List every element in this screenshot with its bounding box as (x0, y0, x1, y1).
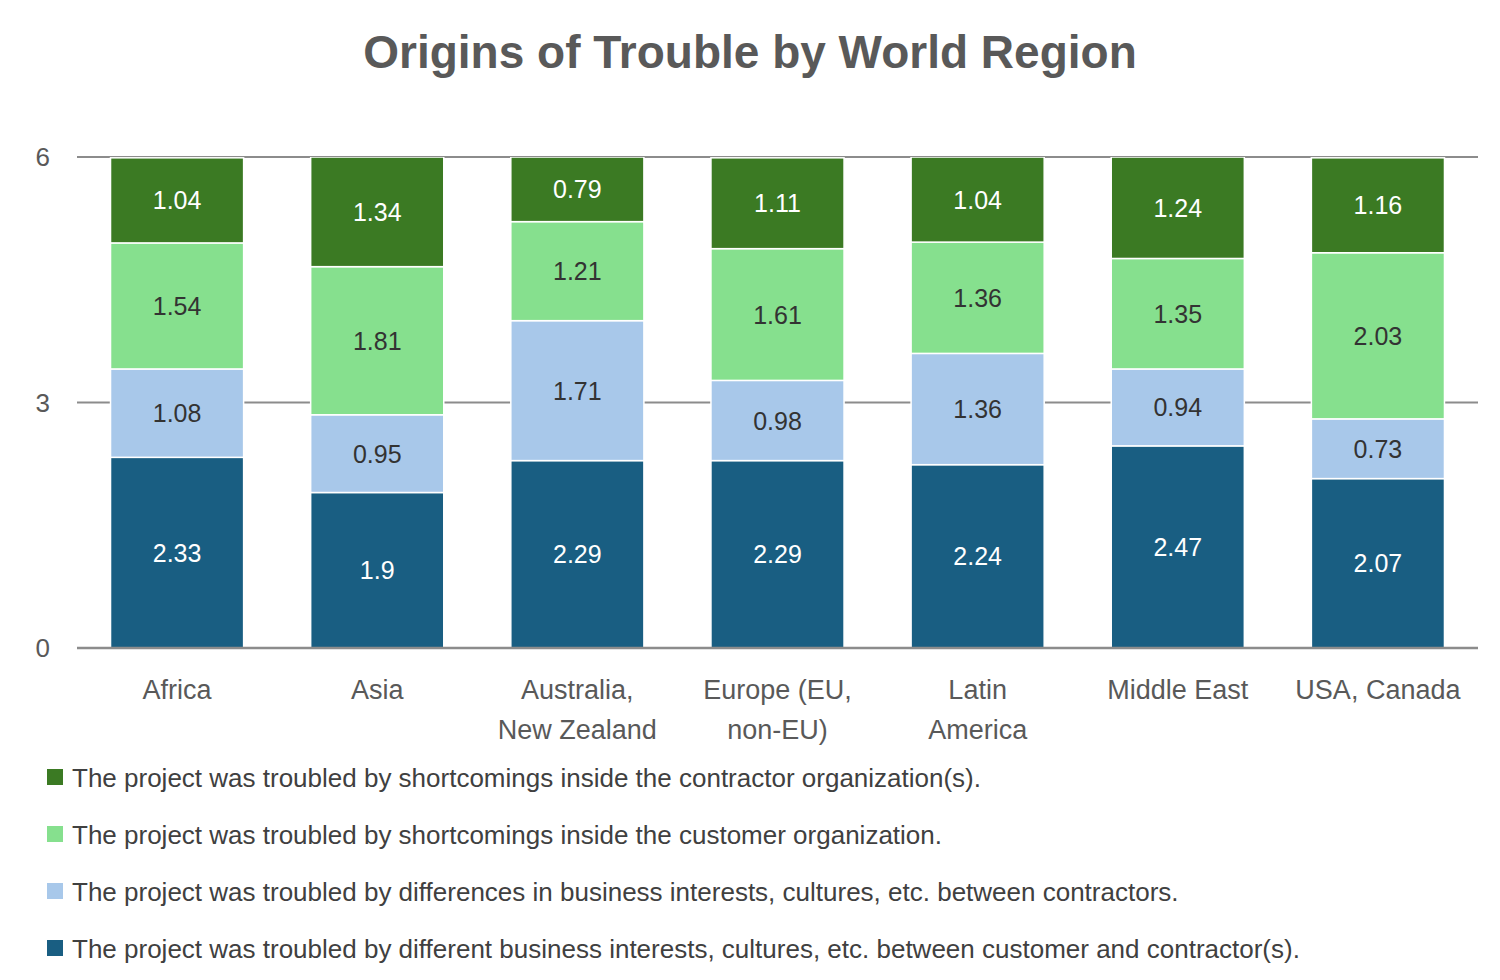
data-label: 0.98 (753, 407, 802, 435)
x-tick-label-line: USA, Canada (1295, 675, 1461, 705)
x-tick-label: Latin America (928, 675, 1028, 745)
data-label: 2.03 (1354, 322, 1403, 350)
bar-segment (911, 465, 1044, 648)
bar-segment (711, 380, 844, 460)
data-label: 1.35 (1153, 300, 1202, 328)
data-label: 1.81 (353, 327, 402, 355)
legend-swatch (47, 883, 63, 899)
legend: The project was troubled by shortcomings… (47, 763, 1300, 964)
bar-segment (711, 158, 844, 249)
bar-segment (1311, 419, 1444, 479)
x-tick-label-line: Asia (351, 675, 405, 705)
bar-segment (511, 321, 644, 461)
bar-segment (911, 353, 1044, 464)
x-tick-label-line: Europe (EU, (703, 675, 852, 705)
data-label: 0.94 (1153, 393, 1202, 421)
x-tick-label-line: Middle East (1107, 675, 1249, 705)
legend-swatch (47, 826, 63, 842)
data-label: 1.11 (754, 189, 801, 217)
data-label: 2.33 (153, 539, 202, 567)
data-label: 2.29 (553, 540, 602, 568)
bar-segment (1311, 479, 1444, 648)
data-label: 1.36 (953, 284, 1002, 312)
bar-segment (911, 157, 1044, 242)
data-label: 1.71 (553, 377, 602, 405)
data-label: 0.73 (1354, 435, 1403, 463)
y-tick-label: 3 (36, 388, 50, 418)
bar-segment (111, 369, 244, 457)
bar-segment (311, 157, 444, 267)
data-label: 0.79 (553, 175, 602, 203)
data-label: 0.95 (353, 440, 402, 468)
grid (77, 157, 1478, 648)
data-label: 1.61 (753, 301, 802, 329)
bar-segment (511, 222, 644, 321)
bar-segment (111, 457, 244, 648)
x-axis-line (77, 647, 1478, 650)
legend-label: The project was troubled by shortcomings… (72, 820, 942, 850)
data-label: 2.29 (753, 540, 802, 568)
legend-label: The project was troubled by shortcomings… (72, 763, 981, 793)
x-tick-label-line: America (928, 715, 1028, 745)
bar-segment (911, 242, 1044, 353)
x-tick-label-line: Africa (143, 675, 213, 705)
data-label: 2.07 (1354, 549, 1403, 577)
y-tick-label: 0 (36, 633, 50, 663)
bar-segment (311, 267, 444, 415)
x-tick-label: Africa (143, 675, 213, 705)
x-tick-label: Middle East (1107, 675, 1249, 705)
bar-segment (311, 493, 444, 648)
bar-segment (111, 243, 244, 369)
bar-segment (511, 157, 644, 222)
data-label: 1.9 (360, 556, 395, 584)
data-label: 1.08 (153, 399, 202, 427)
bar-segment (1111, 157, 1244, 258)
x-tick-label: Australia, New Zealand (498, 675, 657, 745)
bar-segment (1311, 253, 1444, 419)
data-label: 1.24 (1153, 194, 1202, 222)
y-tick-label: 6 (36, 142, 50, 172)
bar-segment (711, 461, 844, 648)
data-label: 1.34 (353, 198, 402, 226)
bar-segment (1111, 446, 1244, 648)
title: Origins of Trouble by World Region (363, 26, 1137, 78)
bar-segment (1311, 158, 1444, 253)
legend-label: The project was troubled by different bu… (72, 934, 1300, 964)
data-label: 1.04 (153, 186, 202, 214)
bar-segment (711, 249, 844, 381)
bar-segment (511, 461, 644, 648)
chart: Origins of Trouble by World Region 0 3 6 2.3… (0, 0, 1500, 980)
x-tick-label: Europe (EU, non-EU) (703, 675, 852, 745)
data-label: 1.36 (953, 395, 1002, 423)
data-labels: 2.33 1.08 1.54 1.04 1.9 0.95 1.81 1.34 2.29 1.71 1… (153, 175, 1403, 584)
x-tick-label-line: Australia, (521, 675, 634, 705)
x-tick-label-line: non-EU) (727, 715, 828, 745)
x-tick-label: USA, Canada (1295, 675, 1461, 705)
x-tick-label: Asia (351, 675, 405, 705)
data-label: 1.21 (553, 257, 602, 285)
data-label: 1.16 (1354, 191, 1403, 219)
x-tick-label-line: New Zealand (498, 715, 657, 745)
bar-segment (311, 415, 444, 493)
bars (111, 157, 1445, 648)
data-label: 2.47 (1153, 533, 1202, 561)
data-label: 1.54 (153, 292, 202, 320)
bar-segment (1111, 258, 1244, 368)
data-label: 1.04 (953, 186, 1002, 214)
bar-segment (111, 158, 244, 243)
data-label: 2.24 (953, 542, 1002, 570)
legend-swatch (47, 940, 63, 956)
legend-swatch (47, 769, 63, 785)
bar-segment (1111, 369, 1244, 446)
legend-label: The project was troubled by differences … (72, 877, 1179, 907)
grid-line (77, 647, 1478, 649)
x-tick-label-line: Latin (948, 675, 1007, 705)
